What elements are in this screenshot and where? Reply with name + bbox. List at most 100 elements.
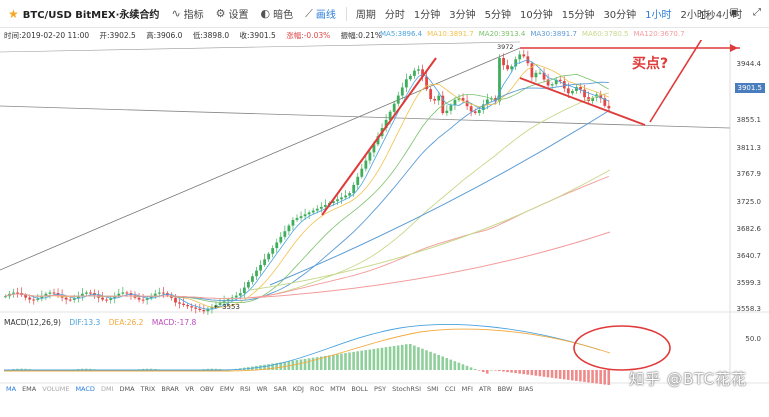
macd-histogram-bar [566,370,570,380]
candle-body [336,199,339,202]
candle-body [153,293,157,296]
macd-histogram-bar [485,370,489,374]
candle-body [356,176,360,185]
candle-body [599,94,603,99]
indicator-tab[interactable]: VOLUME [42,385,70,393]
macd-histogram-bar [384,347,388,370]
indicator-tab[interactable]: DMA [119,385,135,393]
candle-body [429,89,433,99]
indicator-tab[interactable]: RSI [240,385,251,393]
candle-body [68,299,72,301]
macd-legend: MACD(12,26,9) DIF:13.3 DEA:26.2 MACD:-17… [4,318,202,327]
toolbar-tool-label: 指标 [183,10,204,21]
indicator-tab[interactable]: EMV [219,385,235,393]
indicator-tab[interactable]: SAR [273,385,287,393]
indicator-tab[interactable]: BIAS [518,385,534,393]
indicator-tab[interactable]: MTM [330,385,346,393]
indicator-tab[interactable]: OBV [200,385,214,393]
macd-histogram-bar [526,370,530,375]
period-tab[interactable]: 3分钟 [449,10,476,21]
macd-histogram-bar [380,347,384,370]
price-axis-label: 3767.9 [736,170,762,178]
indicator-tab[interactable]: VR [185,385,195,393]
period-tab[interactable]: 10分钟 [519,10,553,21]
indicator-tab[interactable]: ATR [478,385,492,393]
period-tab[interactable]: 4小时 [715,10,743,21]
ma-legend-item: MA10:3891.7 [427,30,474,38]
indicator-tab[interactable]: StochRSI [392,385,421,393]
macd-histogram-bar [392,346,396,370]
price-chart[interactable] [0,40,769,385]
indicator-tab[interactable]: WR [256,385,268,393]
macd-histogram-bar [319,356,323,370]
indicator-tab[interactable]: EMA [22,385,37,393]
price-axis-label: 3682.6 [736,225,762,233]
candle-body [502,58,505,66]
macd-histogram-bar [400,344,404,370]
candle-body [113,296,117,299]
fullscreen-icon[interactable]: ⤢ [753,7,761,18]
macd-histogram-bar [413,345,416,370]
interval-seconds-button[interactable]: 1秒 [699,11,716,22]
macd-histogram-bar [145,368,149,370]
macd-histogram-bar [530,370,534,376]
indicator-tab[interactable]: BBW [497,385,513,393]
gear-icon: ⚙ [215,7,226,20]
candle-body [562,81,566,89]
candle-body [4,296,7,298]
candle-body [48,292,52,294]
candle-body [307,212,311,215]
candle-body [364,160,368,169]
macd-highlight-circle [573,325,671,371]
candle-body [538,72,542,74]
macd-histogram-bar [522,370,525,375]
period-tab[interactable]: 15分钟 [561,10,595,21]
indicator-tab[interactable]: SMI [426,385,439,393]
favorite-star-icon[interactable]: ★ [8,6,19,21]
period-tab[interactable]: 分时 [384,10,405,21]
candle-body [16,292,19,294]
candle-body [137,297,141,300]
ma-legend-item: MA20:3913.4 [478,30,526,38]
candle-body [251,276,254,282]
toolbar-indicator-button[interactable]: ∿ 指标 [171,6,203,21]
indicator-tab[interactable]: MACD [75,385,95,393]
candle-body [76,296,80,299]
indicator-tab[interactable]: BOLL [351,385,369,393]
macd-histogram-bar [396,345,400,370]
indicator-tab[interactable]: DMI [100,385,114,393]
period-tab[interactable]: 1分钟 [413,10,441,21]
macd-histogram-bar [141,368,145,370]
indicator-tab[interactable]: TRIX [140,385,156,393]
macd-histogram-bar [344,353,347,370]
screenshot-icon[interactable]: ▣ [729,7,739,18]
toolbar-gear-button[interactable]: ⚙ 设置 [216,6,249,21]
price-axis-label: 3599.3 [736,279,762,287]
symbol-title[interactable]: BTC/USD BitMEX·永续合约 [22,10,160,21]
indicator-tab[interactable]: MA [6,385,17,393]
indicator-tab[interactable]: BRAR [161,385,180,393]
period-tab[interactable]: 周期 [355,10,376,21]
macd-histogram-bar [214,368,218,370]
indicator-tab[interactable]: PSY [374,385,387,393]
candle-body [514,59,518,67]
candle-body [149,295,153,299]
indicator-tab[interactable]: CCI [444,385,456,393]
macd-histogram-bar [587,370,590,383]
candle-body [550,84,554,86]
macd-histogram-bar [575,370,578,381]
indicator-tab[interactable]: ROC [309,385,325,393]
macd-histogram-bar [477,370,481,371]
macd-histogram-bar [490,370,493,371]
toolbar-line-button[interactable]: ⟋ 画线 [305,6,336,22]
indicator-tab[interactable]: KDJ [292,385,304,393]
candle-body [125,292,129,294]
period-tab[interactable]: 2小时 [680,10,707,21]
period-tab[interactable]: 5分钟 [484,10,511,21]
period-tab[interactable]: 1小时 [645,10,672,21]
toolbar-theme-button[interactable]: ◐ 暗色 [261,6,294,21]
indicator-tab[interactable]: MFI [461,385,473,393]
period-tab[interactable]: 30分钟 [603,10,637,21]
candle-body [344,195,347,198]
candle-body [376,136,380,145]
